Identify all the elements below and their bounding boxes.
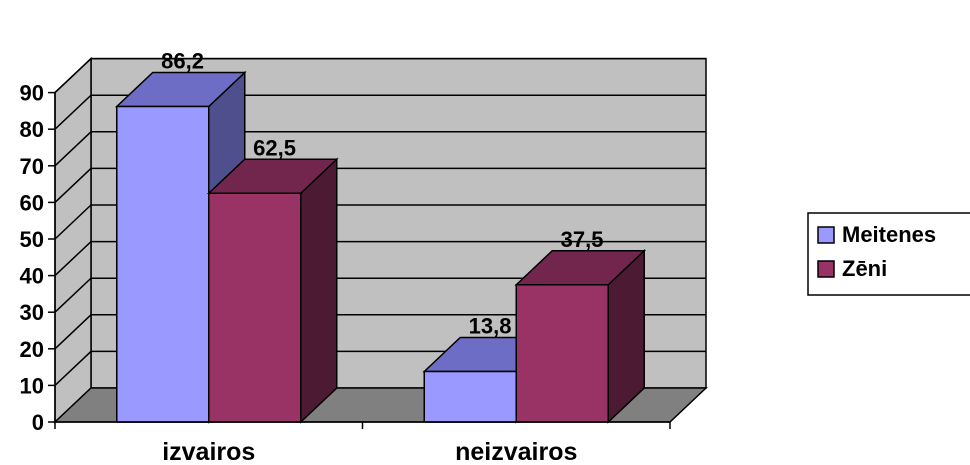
y-tick-label: 70 — [20, 154, 44, 179]
gridline — [54, 240, 706, 277]
y-tick-label: 80 — [20, 117, 44, 142]
bar — [514, 249, 647, 424]
x-category-label: izvairos — [162, 438, 255, 465]
legend: Meitenes Zēni — [807, 212, 970, 296]
data-label: 13,8 — [469, 313, 512, 338]
gridline — [54, 131, 706, 167]
data-label: 86,2 — [161, 49, 204, 74]
gridline — [54, 167, 706, 203]
y-tick-label: 20 — [20, 337, 44, 362]
y-tick-label: 50 — [20, 227, 44, 252]
y-tick-label: 0 — [32, 410, 44, 435]
gridline — [54, 94, 706, 130]
gridline — [54, 314, 706, 350]
bar-side — [300, 157, 338, 424]
legend-box — [807, 212, 970, 296]
y-tick-label: 10 — [20, 373, 44, 398]
legend-label: Meitenes — [842, 222, 936, 247]
legend-swatch — [817, 226, 835, 244]
gridline — [54, 277, 706, 313]
bar-front — [423, 370, 517, 423]
y-tick-label: 90 — [20, 81, 44, 106]
y-tick-label: 30 — [20, 300, 44, 325]
bar-front — [208, 192, 302, 423]
data-label: 62,5 — [253, 135, 296, 160]
gridlines — [54, 57, 706, 386]
data-labels: 86,2 62,5 13,8 37,5 — [161, 49, 603, 339]
y-tick-label: 60 — [20, 190, 44, 215]
bar-front — [116, 105, 210, 423]
bars — [114, 70, 647, 424]
bar — [206, 157, 339, 424]
y-tick-label: 40 — [20, 264, 44, 289]
gridline — [54, 204, 706, 240]
gridline — [54, 57, 706, 94]
x-category-label: neizvairos — [455, 438, 577, 465]
legend-swatch — [817, 260, 835, 278]
bar-front — [515, 284, 609, 423]
y-axis: 0 10 20 30 40 50 60 70 80 90 — [20, 81, 56, 435]
data-label: 37,5 — [561, 227, 604, 252]
legend-label: Zēni — [842, 256, 887, 281]
x-axis: izvairos neizvairos — [54, 421, 671, 465]
